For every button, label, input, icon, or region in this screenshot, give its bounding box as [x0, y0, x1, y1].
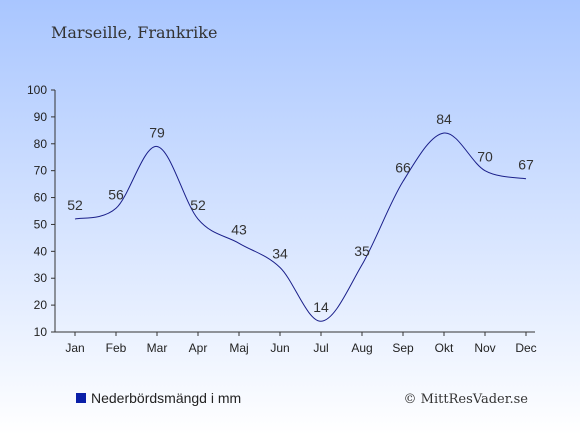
- x-tick-label: Mar: [147, 341, 168, 355]
- chart-title: Marseille, Frankrike: [51, 23, 217, 42]
- data-point: [402, 180, 404, 182]
- data-label: 35: [354, 243, 370, 259]
- x-tick-label: Dec: [515, 341, 536, 355]
- series-layer: [74, 132, 527, 322]
- data-point: [320, 320, 322, 322]
- data-label: 79: [149, 124, 165, 140]
- data-label: 66: [395, 159, 411, 175]
- x-tick-label: Nov: [474, 341, 495, 355]
- copyright-text: © MittResVader.se: [404, 392, 529, 407]
- y-tick-label: 100: [27, 83, 47, 97]
- data-label: 67: [518, 157, 534, 173]
- x-tick-label: Jun: [270, 341, 289, 355]
- data-label: 52: [190, 197, 206, 213]
- series-line: [74, 132, 527, 322]
- legend-label: Nederbördsmängd i mm: [91, 390, 241, 406]
- y-tick-label: 20: [34, 298, 48, 312]
- data-label: 84: [436, 111, 452, 127]
- data-point: [443, 132, 445, 134]
- data-label: 34: [272, 245, 288, 261]
- x-tick-label: Sep: [392, 341, 414, 355]
- y-tick-label: 80: [34, 137, 48, 151]
- axes: [54, 90, 535, 333]
- data-point: [279, 266, 281, 268]
- legend-marker: [76, 393, 86, 403]
- data-point: [525, 178, 527, 180]
- y-tick-label: 40: [34, 244, 48, 258]
- y-tick-label: 50: [34, 217, 48, 231]
- data-point: [156, 145, 158, 147]
- legend: Nederbördsmängd i mm: [76, 390, 241, 406]
- data-label: 70: [477, 149, 493, 165]
- x-tick-label: Maj: [229, 341, 248, 355]
- data-label: 56: [108, 186, 124, 202]
- y-tick-label: 60: [34, 191, 48, 205]
- data-label: 14: [313, 299, 329, 315]
- x-tick-label: Okt: [435, 341, 454, 355]
- y-tick-label: 10: [34, 325, 48, 339]
- data-point: [197, 218, 199, 220]
- y-tick-label: 30: [34, 271, 48, 285]
- data-labels: 52 56 79 52 43 34 14 35 66 84 70 67: [67, 111, 534, 315]
- data-point: [484, 169, 486, 171]
- data-label: 43: [231, 221, 247, 237]
- data-point: [74, 218, 76, 220]
- data-point: [361, 264, 363, 266]
- x-axis-ticks: Jan Feb Mar Apr Maj Jun Jul Aug Sep Okt Nov Dec: [65, 332, 537, 355]
- data-point: [238, 242, 240, 244]
- x-tick-label: Jan: [65, 341, 84, 355]
- y-tick-label: 70: [34, 164, 48, 178]
- x-tick-label: Jul: [313, 341, 328, 355]
- x-tick-label: Apr: [189, 341, 208, 355]
- y-axis-ticks: 10 20 30 40 50 60 70 80 90 100: [27, 83, 55, 339]
- x-tick-label: Aug: [351, 341, 372, 355]
- data-label: 52: [67, 197, 83, 213]
- x-tick-label: Feb: [106, 341, 127, 355]
- data-point: [115, 207, 117, 209]
- y-tick-label: 90: [34, 110, 48, 124]
